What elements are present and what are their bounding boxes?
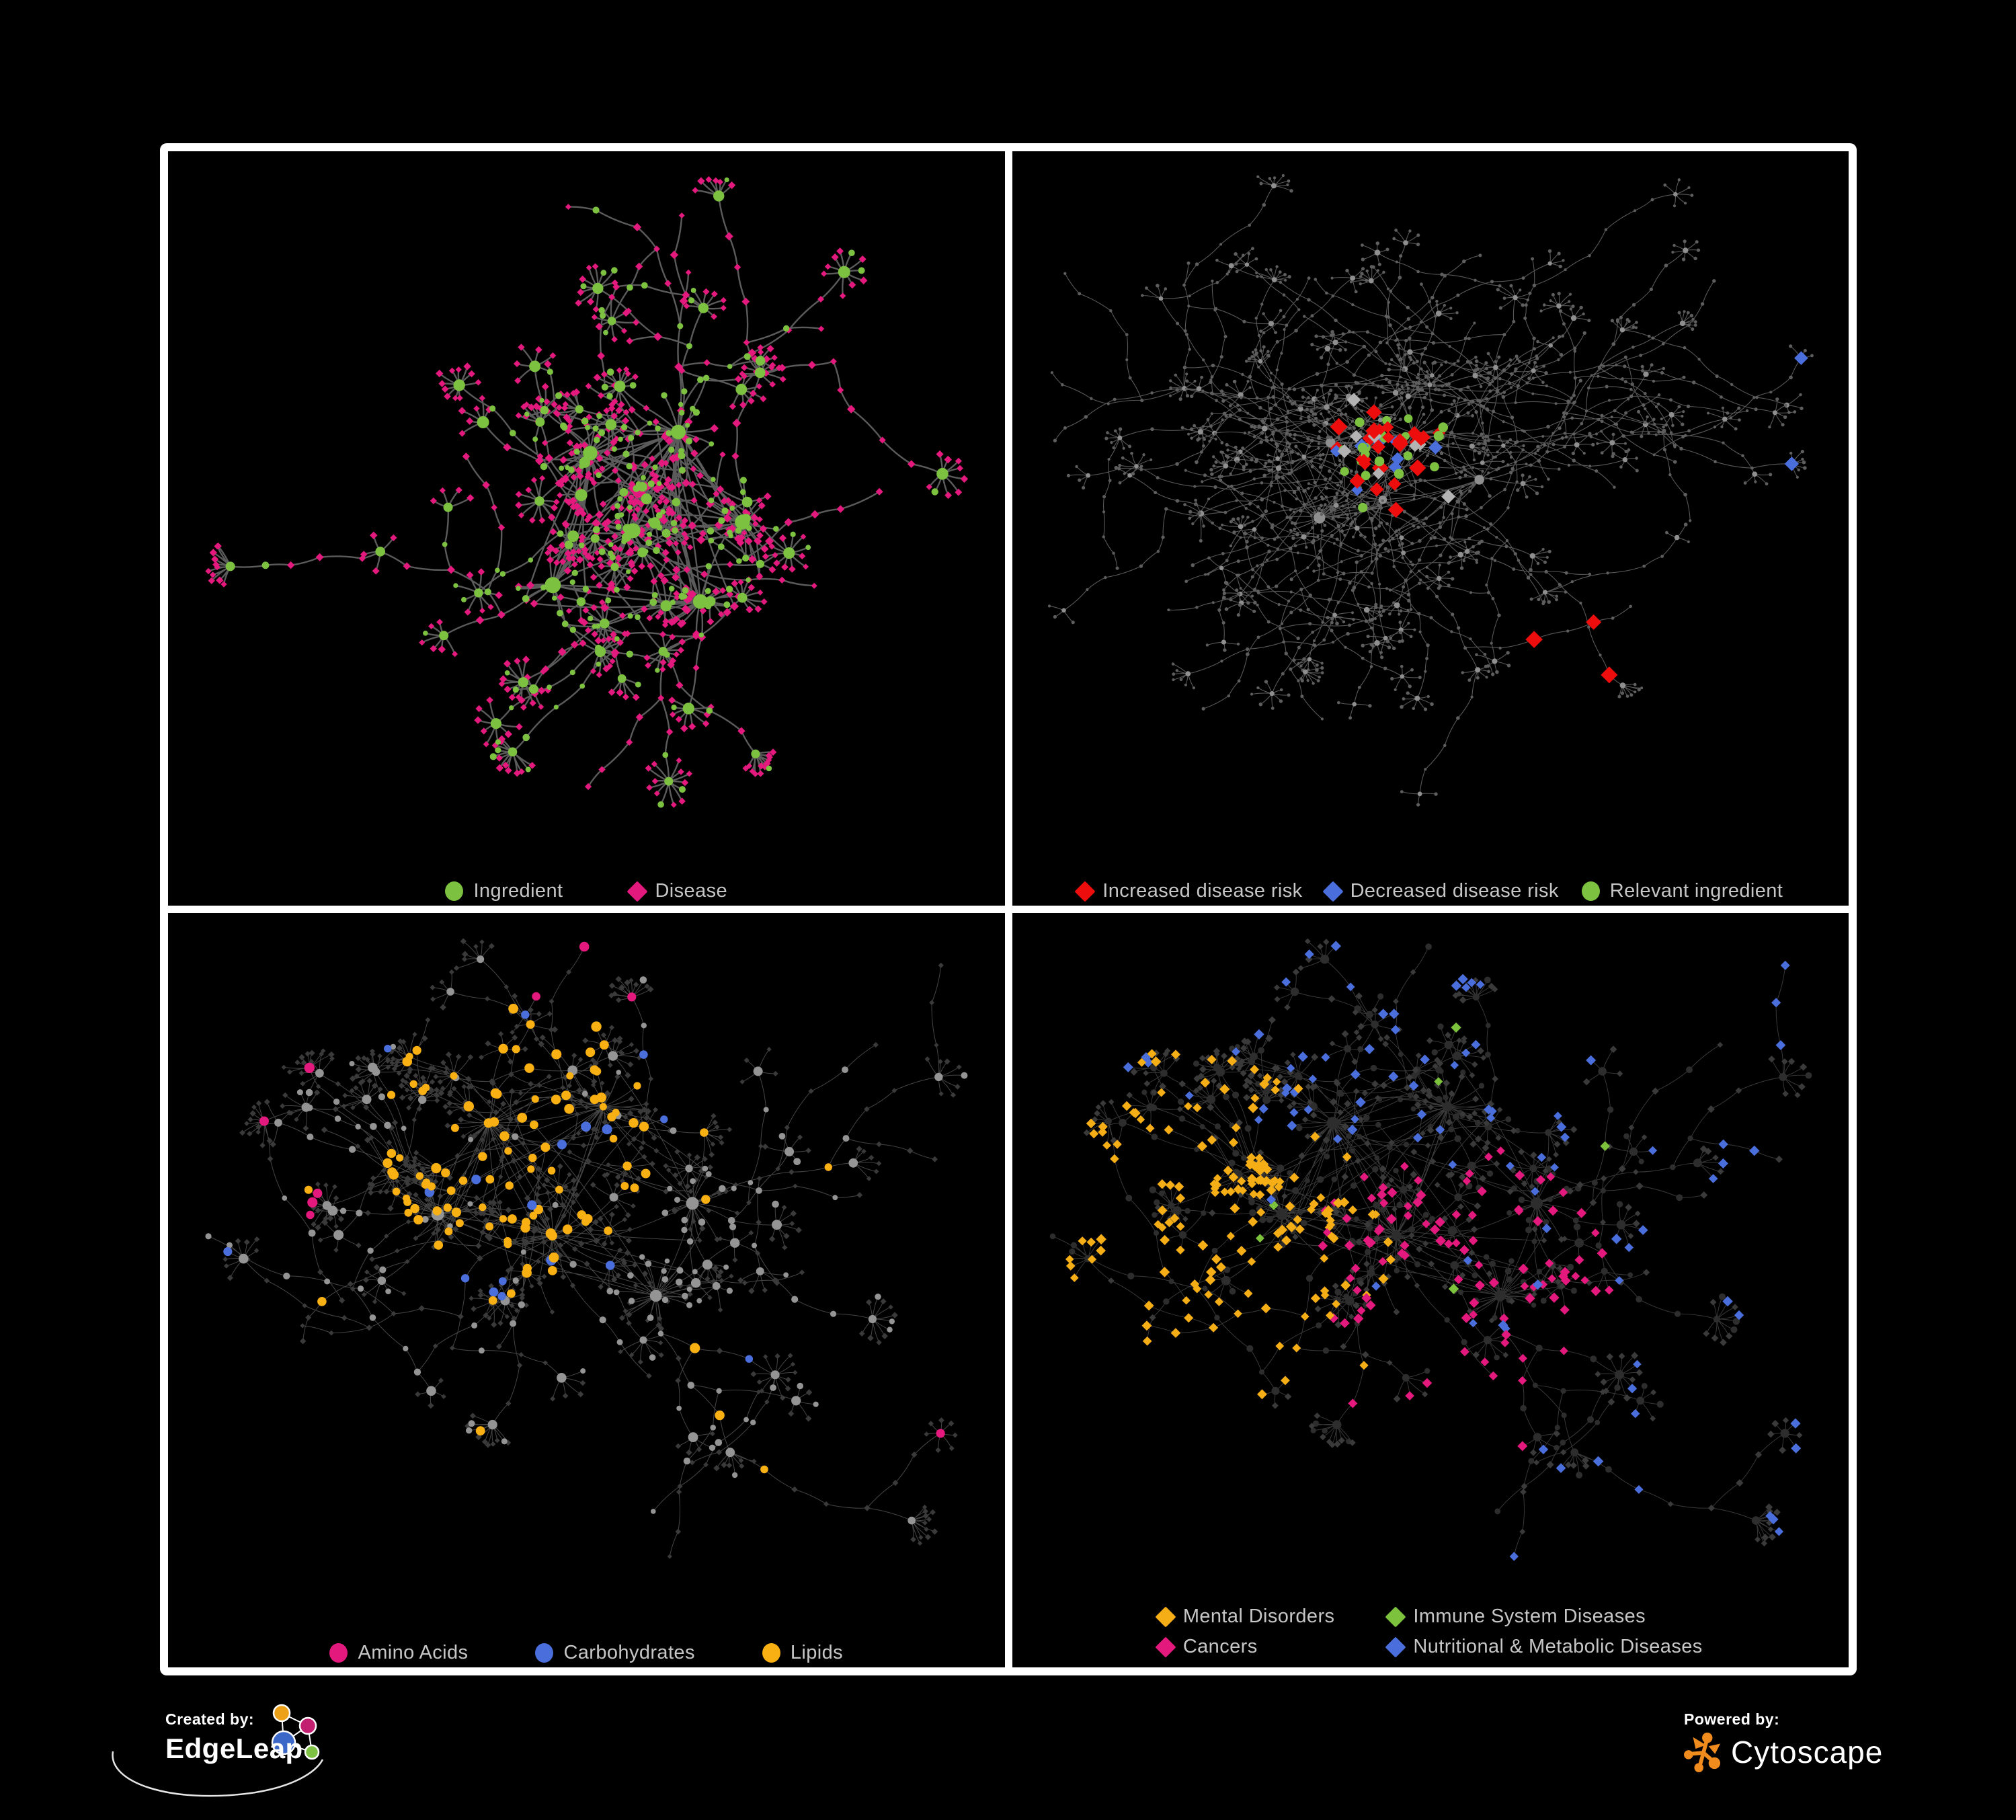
- edgeleap-green-node: [304, 1744, 320, 1760]
- edgeleap-logo-row: EdgeLeap: [112, 1704, 488, 1797]
- legend-item-label: Cancers: [1182, 1636, 1258, 1657]
- legend-item-label: Nutritional & Metabolic Diseases: [1413, 1636, 1703, 1657]
- legend-item-label: Amino Acids: [358, 1642, 469, 1663]
- network-graph-disease-risk: [1047, 173, 1814, 807]
- legend-marker-diamond-icon: [1074, 880, 1096, 902]
- edgeleap-orange-node: [272, 1704, 291, 1723]
- legend-item-label: Immune System Diseases: [1413, 1606, 1646, 1627]
- legend-item-label: Disease: [655, 880, 728, 902]
- legend-ingredient-disease: Ingredient Disease: [168, 880, 1005, 902]
- legend-item: Carbohydrates: [535, 1642, 694, 1664]
- legend-marker-diamond-icon: [1385, 1606, 1406, 1628]
- legend-item-label: Decreased disease risk: [1350, 880, 1559, 902]
- cytoscape-logo-row: Cytoscape: [1684, 1731, 1883, 1773]
- legend-marker-circle-icon: [445, 881, 464, 901]
- panel-ingredient-disease: Ingredient Disease: [168, 151, 1005, 906]
- edgeleap-network-logo-icon: [112, 1704, 324, 1797]
- edgeleap-swoosh: [112, 1751, 324, 1797]
- legend-item: Increased disease risk: [1074, 880, 1303, 902]
- legend-item: Cancers: [1155, 1636, 1335, 1658]
- legend-item-label: Lipids: [790, 1642, 844, 1663]
- legend-marker-diamond-icon: [1155, 1606, 1176, 1628]
- legend-marker-diamond-icon: [1322, 880, 1344, 902]
- legend-item: Immune System Diseases: [1385, 1606, 1702, 1628]
- panel-disease-risk: Increased disease risk Decreased disease …: [1012, 151, 1849, 906]
- legend-marker-diamond-icon: [627, 880, 649, 902]
- legend-item: Nutritional & Metabolic Diseases: [1385, 1636, 1703, 1658]
- legend-marker-circle-icon: [535, 1643, 554, 1663]
- legend-item: Relevant ingredient: [1581, 880, 1783, 902]
- network-graph-disease-categories: [1049, 938, 1812, 1561]
- legend-item: Ingredient: [445, 880, 563, 902]
- edgeleap-logo-text: EdgeLeap: [165, 1733, 303, 1764]
- cytoscape-logo-text: Cytoscape: [1731, 1735, 1884, 1770]
- cytoscape-network-logo-icon: [1684, 1733, 1721, 1772]
- network-graph-macronutrients: [205, 938, 968, 1559]
- edgeleap-magenta-node: [298, 1716, 317, 1735]
- created-by-label: Created by:: [165, 1710, 255, 1728]
- legend-item-label: Relevant ingredient: [1609, 880, 1783, 902]
- legend-marker-circle-icon: [762, 1643, 780, 1663]
- legend-item-label: Increased disease risk: [1102, 880, 1303, 902]
- cytoscape-branding: Powered by: Cytoscape: [1684, 1710, 1883, 1773]
- legend-item: Lipids: [762, 1642, 843, 1664]
- legend-disease-categories: Mental Disorders Immune System Diseases Ca…: [1012, 1606, 1849, 1658]
- legend-macronutrients: Amino Acids Carbohydrates Lipids: [168, 1642, 1005, 1664]
- edgeleap-branding: Created by: EdgeLeap: [112, 1704, 488, 1797]
- legend-item-label: Mental Disorders: [1182, 1606, 1335, 1627]
- legend-item: Disease: [627, 880, 728, 902]
- panel-macronutrients: Amino Acids Carbohydrates Lipids: [168, 913, 1005, 1667]
- branding-row: Created by: EdgeLeap: [112, 1694, 1882, 1819]
- panel-grid: Ingredient Disease Increased disease risk…: [160, 143, 1857, 1675]
- panel-disease-categories: Mental Disorders Immune System Diseases Ca…: [1012, 913, 1849, 1667]
- legend-item: Mental Disorders: [1155, 1606, 1335, 1628]
- legend-item-label: Ingredient: [473, 880, 563, 902]
- legend-marker-diamond-icon: [1385, 1636, 1406, 1658]
- legend-marker-diamond-icon: [1155, 1636, 1176, 1658]
- powered-by-label: Powered by:: [1684, 1710, 1780, 1728]
- legend-marker-circle-icon: [1581, 881, 1600, 901]
- legend-disease-risk: Increased disease risk Decreased disease …: [1012, 880, 1849, 902]
- legend-item-label: Carbohydrates: [563, 1642, 695, 1663]
- edgeleap-blue-node: [271, 1730, 296, 1755]
- network-graph-ingredient-disease: [205, 176, 969, 808]
- legend-marker-circle-icon: [329, 1643, 348, 1663]
- legend-item: Decreased disease risk: [1322, 880, 1559, 902]
- legend-item: Amino Acids: [329, 1642, 468, 1664]
